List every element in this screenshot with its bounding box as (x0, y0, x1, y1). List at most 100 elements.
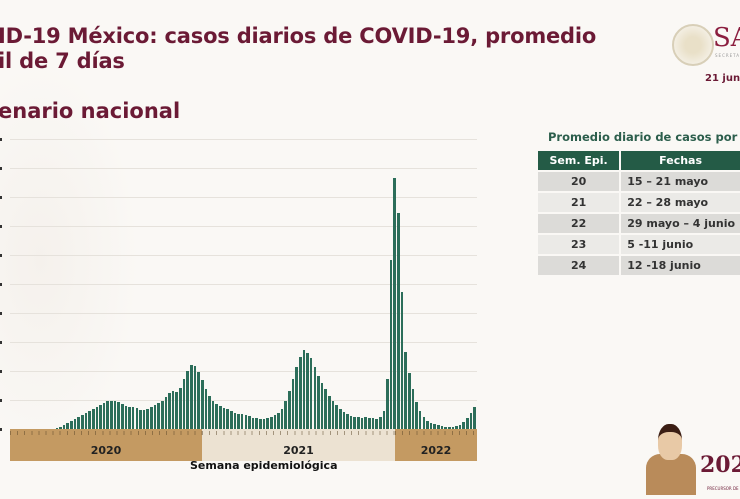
chart-bar (429, 423, 433, 429)
chart-bar (320, 383, 324, 429)
chart-bar (273, 415, 277, 429)
figure-body (646, 454, 696, 495)
chart-bar (444, 427, 447, 429)
chart-bar (59, 427, 62, 429)
chart-bar (397, 213, 400, 429)
chart-bar (222, 408, 226, 429)
table-title: Promedio diario de casos por (548, 130, 738, 144)
chart-bar (317, 376, 320, 429)
chart-bar (215, 404, 219, 429)
chart-bar (353, 417, 357, 429)
dates-cell: 12 -18 junio (619, 256, 740, 275)
chart-bar (342, 412, 346, 429)
chart-bar (437, 425, 440, 429)
chart-bar (400, 292, 404, 429)
chart-bar (193, 366, 197, 429)
chart-bar (175, 392, 179, 429)
table-row: 22 29 mayo – 4 junio (538, 214, 740, 233)
chart-bar (360, 418, 364, 429)
page-subtitle: enario nacional (0, 99, 181, 123)
week-cell: 22 (538, 214, 620, 233)
y-axis-tick (0, 283, 2, 286)
chart-bar (233, 413, 237, 429)
chart-bar (418, 411, 422, 429)
chart-bar (288, 391, 291, 429)
y-axis-tick (0, 399, 2, 402)
chart-bar (139, 410, 142, 429)
year-label-2022: 2022 (420, 444, 452, 457)
y-axis-tick (0, 225, 2, 228)
chart-bar (229, 411, 233, 429)
chart-bar (375, 419, 378, 429)
chart-bar (407, 373, 411, 429)
chart-bar (179, 388, 182, 429)
y-axis-tick (0, 254, 2, 257)
chart-bar (70, 421, 73, 429)
chart-bar (211, 401, 215, 429)
chart-bar (422, 417, 426, 429)
chart-bar (284, 401, 288, 429)
chart-bar (77, 417, 80, 429)
chart-bar (389, 260, 393, 429)
chart-bar (160, 401, 164, 429)
chart-bar (146, 409, 149, 429)
y-axis-tick (0, 312, 2, 315)
chart-bar (259, 419, 262, 429)
gridline (10, 255, 477, 256)
chart-bar (447, 427, 451, 429)
chart-bar (466, 418, 469, 429)
year-label-2020: 2020 (90, 444, 122, 457)
gridline (10, 313, 477, 314)
chart-bar (393, 178, 397, 429)
gridline (10, 139, 477, 140)
chart-bar (302, 350, 306, 429)
chart-bar (386, 379, 389, 429)
chart-bar (182, 379, 186, 429)
chart-bar (128, 407, 131, 429)
chart-bar (328, 396, 331, 429)
chart-bar (197, 372, 200, 429)
chart-bar (84, 413, 88, 429)
report-date: 21 junio (705, 73, 740, 84)
dates-cell: 5 -11 junio (619, 235, 740, 254)
chart-bar (248, 416, 251, 429)
chart-bar (110, 401, 113, 429)
chart-bar (298, 357, 302, 429)
y-axis-tick (0, 341, 2, 344)
page-title: ID-19 México: casos diarios de COVID-19,… (0, 24, 596, 74)
year-logo: 202 (700, 452, 740, 478)
chart-bar (349, 416, 353, 429)
chart-bar (240, 414, 244, 429)
chart-bar (473, 407, 476, 429)
table-header-row: Sem. Epi. Fechas (538, 151, 740, 170)
column-header-week: Sem. Epi. (538, 151, 620, 170)
week-cell: 24 (538, 256, 620, 275)
ministry-logo-text: SA (713, 23, 740, 53)
year-band-2022: 2022 (395, 429, 477, 461)
chart-bar (280, 409, 284, 429)
title-line-1: ID-19 México: casos diarios de COVID-19,… (0, 24, 597, 48)
gridline (10, 284, 477, 285)
chart-bar (204, 389, 208, 429)
dates-cell: 29 mayo – 4 junio (619, 214, 740, 233)
year-band-2021: 2021 (202, 429, 395, 461)
chart-bar (266, 418, 269, 429)
gridline (10, 400, 477, 401)
y-axis-tick (0, 196, 2, 199)
week-ticks (395, 431, 477, 435)
chart-bar (357, 417, 360, 429)
chart-bar (368, 418, 371, 429)
chart-bar (335, 405, 338, 429)
ministry-logo-subtext: SECRETAR (715, 53, 740, 58)
chart-bar (168, 393, 171, 429)
y-axis-tick (0, 167, 2, 170)
chart-bar (208, 396, 211, 429)
chart-bar (73, 419, 77, 429)
chart-bar (131, 407, 135, 429)
chart-bar (66, 423, 70, 429)
y-axis-tick (0, 428, 2, 431)
chart-bar (55, 428, 59, 429)
gridline (10, 197, 477, 198)
chart-bar (219, 406, 222, 429)
chart-bar (186, 371, 189, 429)
